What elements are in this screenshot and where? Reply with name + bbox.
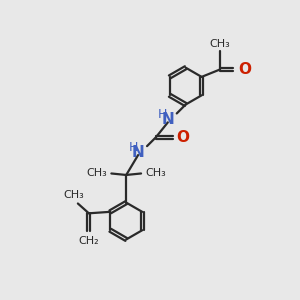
- Text: CH₂: CH₂: [79, 236, 99, 246]
- Text: CH₃: CH₃: [146, 169, 166, 178]
- Text: O: O: [238, 62, 251, 77]
- Text: CH₃: CH₃: [86, 169, 107, 178]
- Text: N: N: [161, 112, 174, 127]
- Text: CH₃: CH₃: [210, 39, 230, 49]
- Text: O: O: [177, 130, 190, 145]
- Text: N: N: [132, 145, 145, 160]
- Text: H: H: [158, 108, 167, 121]
- Text: CH₃: CH₃: [63, 190, 84, 200]
- Text: H: H: [128, 140, 138, 154]
